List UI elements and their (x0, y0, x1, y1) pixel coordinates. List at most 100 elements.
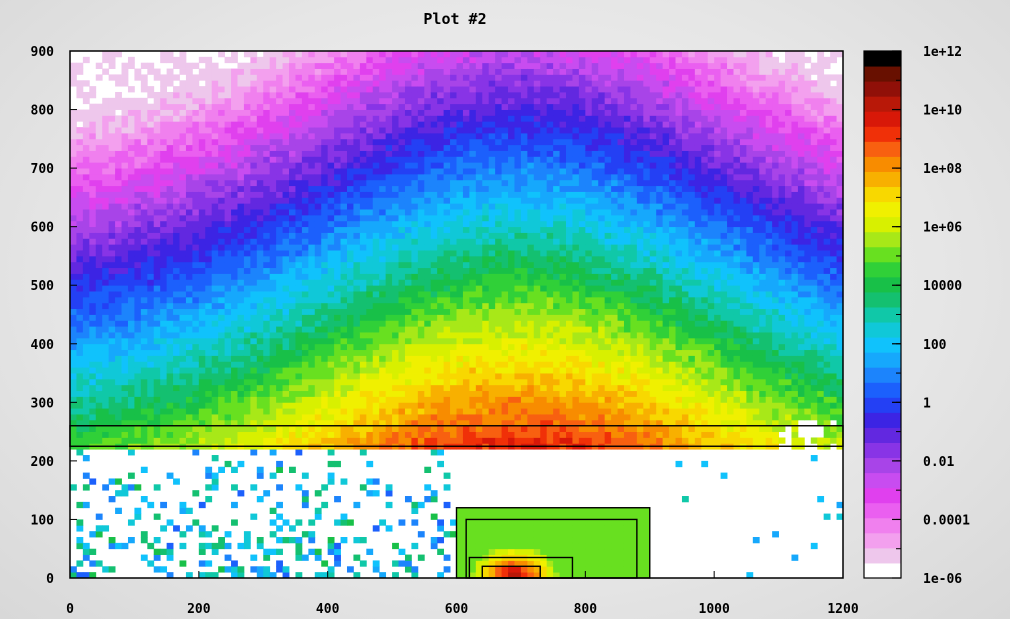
heatmap-cell (269, 507, 277, 514)
heatmap-cell (353, 273, 361, 280)
heatmap-cell (76, 238, 84, 245)
heatmap-cell (108, 244, 116, 251)
heatmap-cell (469, 138, 477, 146)
heatmap-cell (437, 337, 445, 345)
heatmap-cell (243, 209, 251, 216)
heatmap-cell (508, 308, 515, 315)
heatmap-cell (140, 127, 148, 134)
heatmap-cell (327, 68, 335, 75)
heatmap-cell (102, 355, 110, 362)
heatmap-cell (314, 244, 322, 251)
heatmap-cell (488, 173, 496, 181)
heatmap-cell (295, 572, 303, 579)
heatmap-cell (321, 138, 329, 146)
heatmap-cell (385, 320, 393, 327)
heatmap-cell (327, 302, 335, 310)
heatmap-cell (263, 209, 271, 216)
heatmap-cell (276, 384, 283, 392)
heatmap-cell (437, 150, 445, 157)
heatmap-cell (256, 144, 264, 151)
heatmap-cell (508, 332, 515, 339)
heatmap-cell (115, 226, 122, 233)
heatmap-cell (198, 121, 206, 128)
heatmap-cell (256, 337, 264, 345)
heatmap-cell (192, 91, 200, 99)
heatmap-cell (231, 261, 238, 269)
heatmap-cell (89, 332, 97, 339)
heatmap-cell (482, 162, 490, 169)
heatmap-cell (218, 343, 225, 351)
heatmap-cell (482, 56, 490, 64)
heatmap-cell (353, 291, 361, 298)
heatmap-cell (366, 361, 374, 368)
heatmap-cell (321, 373, 329, 380)
heatmap-cell (372, 320, 380, 327)
heatmap-cell (404, 138, 412, 146)
heatmap-cell (289, 314, 296, 321)
heatmap-cell (250, 80, 258, 87)
heatmap-cell (192, 267, 200, 274)
heatmap-cell (102, 127, 110, 134)
heatmap-cell (140, 384, 148, 392)
heatmap-cell (353, 431, 361, 438)
heatmap-cell (411, 308, 419, 315)
heatmap-cell (237, 425, 245, 433)
heatmap-cell (102, 296, 110, 304)
heatmap-cell (231, 238, 238, 245)
heatmap-cell (301, 97, 309, 105)
heatmap-cell (392, 80, 399, 87)
heatmap-cell (263, 355, 271, 362)
heatmap-cell (95, 378, 103, 386)
heatmap-cell (321, 86, 329, 93)
heatmap-cell (198, 185, 206, 192)
heatmap-cell (314, 414, 322, 421)
heatmap-cell (379, 296, 387, 304)
heatmap-cell (95, 437, 103, 444)
heatmap-cell (108, 361, 116, 368)
heatmap-cell (160, 308, 168, 315)
heatmap-cell (379, 203, 387, 210)
heatmap-cell (379, 326, 387, 333)
heatmap-cell (250, 449, 258, 456)
heatmap-cell (121, 127, 129, 134)
heatmap-cell (89, 191, 97, 198)
heatmap-cell (243, 121, 251, 128)
heatmap-cell (443, 337, 451, 345)
heatmap-cell (166, 291, 174, 298)
heatmap-cell (127, 62, 135, 69)
heatmap-cell (89, 414, 97, 421)
heatmap-cell (276, 320, 283, 327)
heatmap-cell (475, 302, 483, 310)
heatmap-cell (95, 255, 103, 263)
heatmap-cell (95, 127, 103, 134)
heatmap-cell (295, 542, 303, 550)
heatmap-cell (198, 425, 206, 433)
heatmap-cell (134, 138, 142, 146)
heatmap-cell (321, 80, 329, 87)
heatmap-cell (282, 343, 290, 351)
heatmap-cell (321, 314, 329, 321)
heatmap-cell (82, 542, 90, 550)
heatmap-cell (243, 115, 251, 122)
heatmap-cell (95, 179, 103, 187)
heatmap-cell (224, 285, 232, 292)
heatmap-cell (450, 314, 457, 321)
heatmap-cell (475, 103, 483, 110)
heatmap-cell (166, 437, 174, 444)
heatmap-cell (276, 337, 283, 345)
heatmap-cell (379, 402, 387, 409)
heatmap-cell (404, 255, 412, 263)
heatmap-cell (140, 531, 148, 538)
heatmap-cell (301, 554, 309, 561)
heatmap-cell (404, 414, 412, 421)
heatmap-cell (160, 361, 168, 368)
heatmap-cell (82, 431, 90, 438)
heatmap-cell (160, 302, 168, 310)
heatmap-cell (256, 203, 264, 210)
heatmap-cell (243, 80, 251, 87)
heatmap-cell (392, 238, 399, 245)
heatmap-cell (334, 238, 341, 245)
heatmap-cell (276, 273, 283, 280)
heatmap-cell (385, 501, 393, 509)
heatmap-cell (301, 68, 309, 75)
